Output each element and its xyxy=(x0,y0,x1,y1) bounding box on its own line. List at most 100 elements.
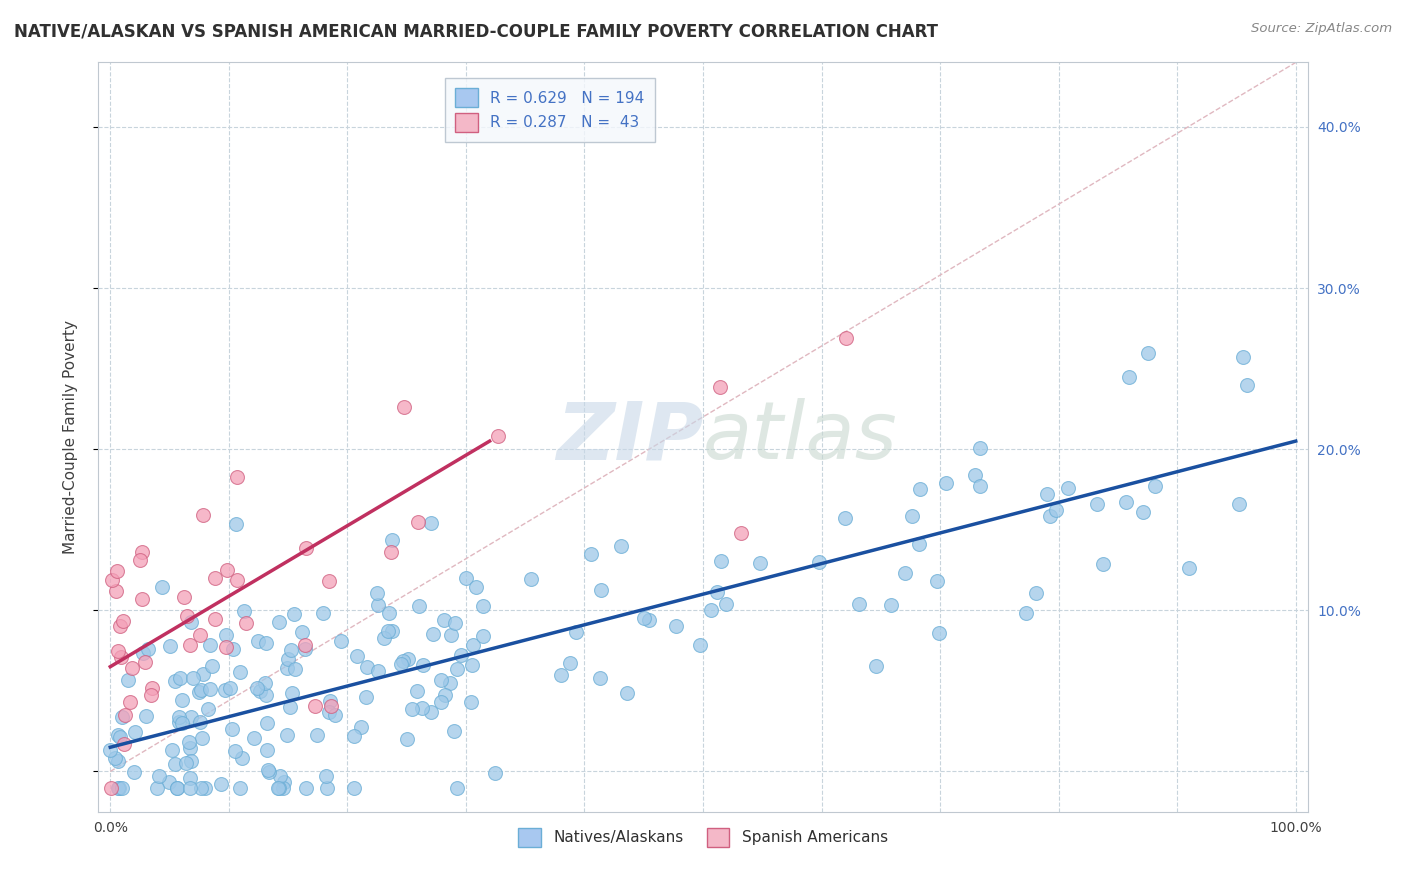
Point xyxy=(141,681,163,695)
Point xyxy=(271,780,294,795)
Point xyxy=(443,616,465,631)
Point xyxy=(209,777,232,791)
Point xyxy=(249,684,271,698)
Point xyxy=(231,751,253,765)
Point xyxy=(218,681,240,696)
Point xyxy=(177,735,200,749)
Point xyxy=(254,689,277,703)
Point xyxy=(179,741,201,756)
Point xyxy=(269,780,291,795)
Point xyxy=(166,780,188,795)
Point xyxy=(148,769,170,783)
Y-axis label: Married-Couple Family Poverty: Married-Couple Family Poverty xyxy=(63,320,77,554)
Point xyxy=(706,585,728,599)
Point xyxy=(225,573,247,587)
Point xyxy=(1045,503,1067,517)
Text: Source: ZipAtlas.com: Source: ZipAtlas.com xyxy=(1251,22,1392,36)
Point xyxy=(714,597,737,611)
Point xyxy=(165,756,187,771)
Point xyxy=(233,604,256,618)
Point xyxy=(191,731,214,746)
Point xyxy=(276,728,298,742)
Point xyxy=(433,613,456,627)
Point xyxy=(222,641,245,656)
Point xyxy=(484,765,506,780)
Point xyxy=(373,631,395,645)
Point xyxy=(110,619,132,633)
Point xyxy=(122,764,145,779)
Point xyxy=(1115,494,1137,508)
Point xyxy=(304,698,326,713)
Point xyxy=(167,715,190,730)
Point xyxy=(100,743,122,757)
Point xyxy=(173,590,195,604)
Point xyxy=(160,743,183,757)
Point xyxy=(381,533,404,548)
Point xyxy=(381,624,404,638)
Point xyxy=(235,616,257,631)
Point xyxy=(204,571,226,585)
Point xyxy=(197,702,219,716)
Point xyxy=(191,508,214,523)
Point xyxy=(439,628,461,642)
Point xyxy=(1025,585,1047,599)
Point xyxy=(253,675,276,690)
Point xyxy=(169,671,191,685)
Point xyxy=(422,626,444,640)
Point xyxy=(134,655,156,669)
Point xyxy=(107,728,129,742)
Point xyxy=(343,729,366,743)
Point xyxy=(121,661,143,675)
Point xyxy=(111,710,134,724)
Point xyxy=(460,695,482,709)
Point xyxy=(1227,497,1250,511)
Point xyxy=(342,780,364,795)
Point xyxy=(312,606,335,620)
Point xyxy=(329,633,352,648)
Point xyxy=(181,671,204,685)
Point xyxy=(1015,607,1038,621)
Point xyxy=(105,564,128,578)
Point xyxy=(1177,561,1199,575)
Point xyxy=(461,638,484,652)
Point xyxy=(146,780,169,795)
Point xyxy=(118,695,141,709)
Point xyxy=(280,642,302,657)
Point xyxy=(460,658,482,673)
Point xyxy=(550,668,572,682)
Point xyxy=(564,624,586,639)
Point xyxy=(420,705,443,719)
Point xyxy=(108,780,131,795)
Point xyxy=(110,730,132,744)
Point xyxy=(284,662,307,676)
Point xyxy=(224,744,246,758)
Point xyxy=(710,554,733,568)
Point xyxy=(965,467,987,482)
Point xyxy=(188,715,211,730)
Point xyxy=(392,654,415,668)
Point xyxy=(180,710,202,724)
Point xyxy=(356,659,378,673)
Point xyxy=(406,515,429,529)
Point xyxy=(180,755,202,769)
Point xyxy=(430,673,453,688)
Point xyxy=(131,545,153,559)
Point xyxy=(256,743,278,757)
Point xyxy=(749,556,772,570)
Point xyxy=(176,608,198,623)
Point xyxy=(880,599,903,613)
Point xyxy=(104,751,127,765)
Point xyxy=(969,441,991,455)
Point xyxy=(172,715,194,730)
Point xyxy=(380,545,402,559)
Point xyxy=(520,572,543,586)
Point xyxy=(471,599,494,614)
Point xyxy=(226,469,249,483)
Point xyxy=(396,651,419,665)
Point xyxy=(295,780,318,795)
Point xyxy=(180,615,202,629)
Point xyxy=(315,769,337,783)
Point xyxy=(323,708,346,723)
Point xyxy=(200,658,222,673)
Point xyxy=(894,566,917,580)
